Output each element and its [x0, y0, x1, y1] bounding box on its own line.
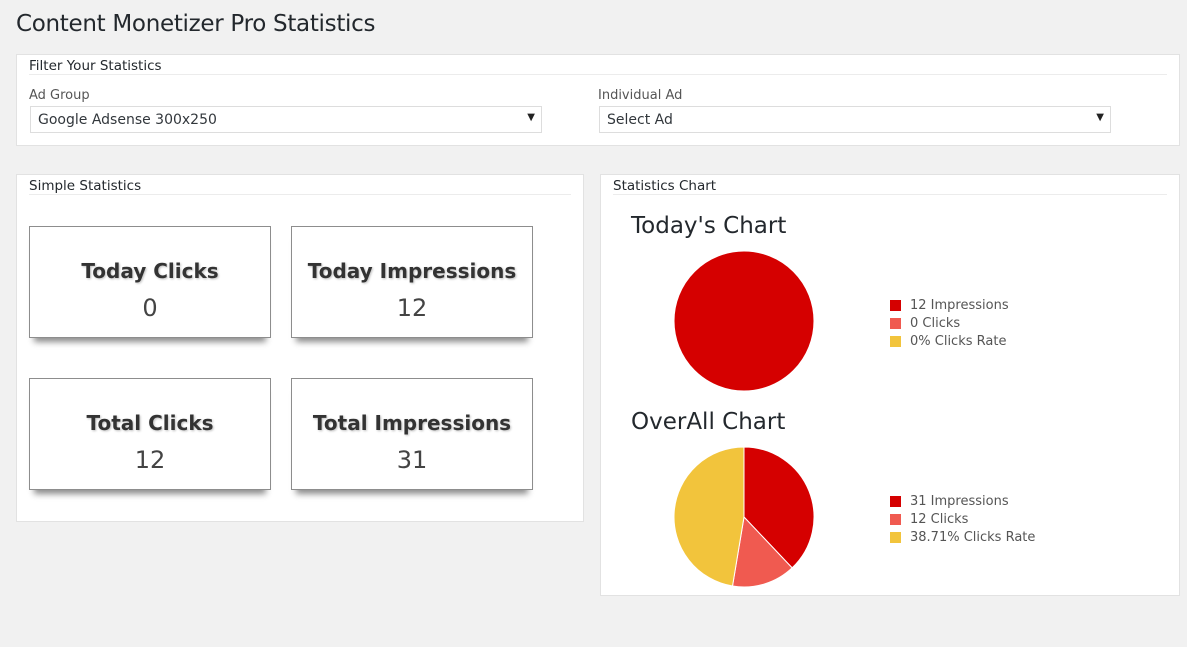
legend-label: 38.71% Clicks Rate — [910, 529, 1036, 545]
individual-ad-select[interactable]: Select Ad ▼ — [599, 106, 1111, 133]
legend-item-clicks-rate: 0% Clicks Rate — [890, 332, 1009, 350]
today-clicks-card: Today Clicks 0 — [29, 226, 271, 338]
legend-item-impressions: 12 Impressions — [890, 296, 1009, 314]
filter-panel-title: Filter Your Statistics — [29, 58, 162, 74]
legend-swatch-clicks-rate — [890, 531, 901, 543]
page-title: Content Monetizer Pro Statistics — [16, 11, 376, 37]
ad-group-select-value: Google Adsense 300x250 — [38, 112, 217, 128]
overall-chart-title: OverAll Chart — [631, 409, 786, 435]
today-impressions-value: 12 — [396, 294, 428, 322]
total-clicks-label: Total Clicks — [86, 411, 214, 435]
individual-ad-label: Individual Ad — [598, 88, 683, 103]
total-impressions-value: 31 — [396, 446, 428, 474]
legend-item-clicks: 0 Clicks — [890, 314, 1009, 332]
total-clicks-card: Total Clicks 12 — [29, 378, 271, 490]
overall-pie-chart — [673, 446, 815, 588]
statistics-chart-title: Statistics Chart — [613, 178, 717, 194]
today-clicks-label: Today Clicks — [81, 259, 219, 283]
legend-swatch-clicks-rate — [890, 335, 901, 347]
pie-slice-impressions — [673, 250, 815, 392]
legend-label: 0% Clicks Rate — [910, 333, 1007, 349]
total-impressions-label: Total Impressions — [312, 411, 512, 435]
legend-swatch-impressions — [890, 299, 901, 311]
dropdown-arrow-icon: ▼ — [527, 112, 535, 123]
legend-label: 12 Impressions — [910, 297, 1009, 313]
divider — [613, 194, 1167, 195]
statistics-chart-panel: Statistics Chart Today's Chart 12 Impres… — [600, 174, 1180, 596]
legend-label: 0 Clicks — [910, 315, 961, 331]
today-impressions-card: Today Impressions 12 — [291, 226, 533, 338]
divider — [29, 74, 1167, 75]
simple-statistics-title: Simple Statistics — [29, 178, 142, 194]
filter-panel: Filter Your Statistics Ad Group Google A… — [16, 54, 1180, 146]
legend-swatch-clicks — [890, 513, 901, 525]
total-clicks-value: 12 — [134, 446, 166, 474]
todays-pie-chart — [673, 250, 815, 392]
legend-swatch-impressions — [890, 495, 901, 507]
divider — [29, 194, 571, 195]
legend-item-clicks: 12 Clicks — [890, 510, 1035, 528]
pie-slice-clicks — [731, 515, 793, 588]
todays-chart-legend: 12 Impressions 0 Clicks 0% Clicks Rate — [890, 296, 1009, 350]
today-impressions-label: Today Impressions — [307, 259, 517, 283]
pie-slice-clicks-rate — [673, 446, 745, 587]
simple-statistics-panel: Simple Statistics Today Clicks 0 Today I… — [16, 174, 584, 522]
legend-item-clicks-rate: 38.71% Clicks Rate — [890, 528, 1035, 546]
today-clicks-value: 0 — [142, 294, 158, 322]
total-impressions-card: Total Impressions 31 — [291, 378, 533, 490]
pie-slice-impressions — [743, 446, 815, 569]
legend-label: 12 Clicks — [910, 511, 969, 527]
legend-label: 31 Impressions — [910, 493, 1009, 509]
ad-group-select[interactable]: Google Adsense 300x250 ▼ — [30, 106, 542, 133]
overall-chart-legend: 31 Impressions 12 Clicks 38.71% Clicks R… — [890, 492, 1035, 546]
individual-ad-select-value: Select Ad — [607, 112, 673, 128]
legend-swatch-clicks — [890, 317, 901, 329]
dropdown-arrow-icon: ▼ — [1096, 112, 1104, 123]
legend-item-impressions: 31 Impressions — [890, 492, 1035, 510]
ad-group-label: Ad Group — [29, 88, 90, 103]
todays-chart-title: Today's Chart — [631, 213, 787, 239]
